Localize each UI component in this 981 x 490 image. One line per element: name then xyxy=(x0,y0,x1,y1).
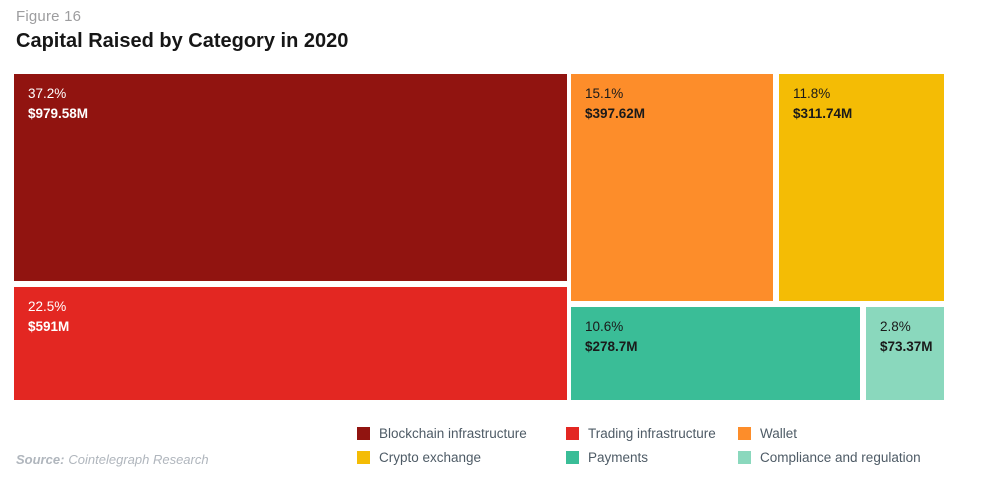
treemap-tile-trading-infrastructure: 22.5% $591M xyxy=(14,287,567,400)
tile-percent: 22.5% xyxy=(28,299,67,314)
figure-number: Figure 16 xyxy=(16,8,82,25)
treemap-tile-crypto-exchange: 11.8% $311.74M xyxy=(779,74,944,301)
legend-swatch-icon xyxy=(738,427,751,440)
legend-label: Blockchain infrastructure xyxy=(379,426,527,441)
legend-label: Wallet xyxy=(760,426,798,441)
tile-value: $311.74M xyxy=(793,106,853,121)
tile-percent: 37.2% xyxy=(28,86,67,101)
legend-swatch-icon xyxy=(357,427,370,440)
legend-swatch-icon xyxy=(566,451,579,464)
legend-item-crypto-exchange: Crypto exchange xyxy=(357,450,566,465)
legend-item-trading-infrastructure: Trading infrastructure xyxy=(566,426,738,441)
chart-title: Capital Raised by Category in 2020 xyxy=(16,30,349,52)
chart-legend: Blockchain infrastructure Trading infras… xyxy=(357,426,921,465)
treemap-tile-compliance-and-regulation: 2.8% $73.37M xyxy=(866,307,944,400)
treemap-chart: 37.2% $979.58M 22.5% $591M 15.1% $397.62… xyxy=(14,74,944,400)
tile-percent: 11.8% xyxy=(793,86,831,101)
legend-label: Payments xyxy=(588,450,649,465)
tile-value: $397.62M xyxy=(585,106,646,121)
treemap-tile-blockchain-infrastructure: 37.2% $979.58M xyxy=(14,74,567,281)
tile-value: $73.37M xyxy=(880,339,933,354)
tile-value: $979.58M xyxy=(28,106,89,121)
legend-item-compliance-and-regulation: Compliance and regulation xyxy=(738,450,921,465)
tile-percent: 2.8% xyxy=(880,319,911,334)
legend-label: Trading infrastructure xyxy=(588,426,716,441)
treemap-tile-wallet: 15.1% $397.62M xyxy=(571,74,773,301)
legend-item-blockchain-infrastructure: Blockchain infrastructure xyxy=(357,426,566,441)
tile-value: $278.7M xyxy=(585,339,638,354)
source-prefix: Source: xyxy=(16,452,65,467)
legend-swatch-icon xyxy=(566,427,579,440)
legend-item-payments: Payments xyxy=(566,450,738,465)
source-attribution: Source: Cointelegraph Research xyxy=(16,452,209,467)
legend-swatch-icon xyxy=(357,451,370,464)
legend-label: Compliance and regulation xyxy=(760,450,921,465)
legend-label: Crypto exchange xyxy=(379,450,482,465)
legend-swatch-icon xyxy=(738,451,751,464)
source-text: Cointelegraph Research xyxy=(68,452,209,467)
legend-item-wallet: Wallet xyxy=(738,426,921,441)
treemap-tile-payments: 10.6% $278.7M xyxy=(571,307,860,400)
tile-percent: 15.1% xyxy=(585,86,624,101)
tile-value: $591M xyxy=(28,319,70,334)
tile-percent: 10.6% xyxy=(585,319,624,334)
